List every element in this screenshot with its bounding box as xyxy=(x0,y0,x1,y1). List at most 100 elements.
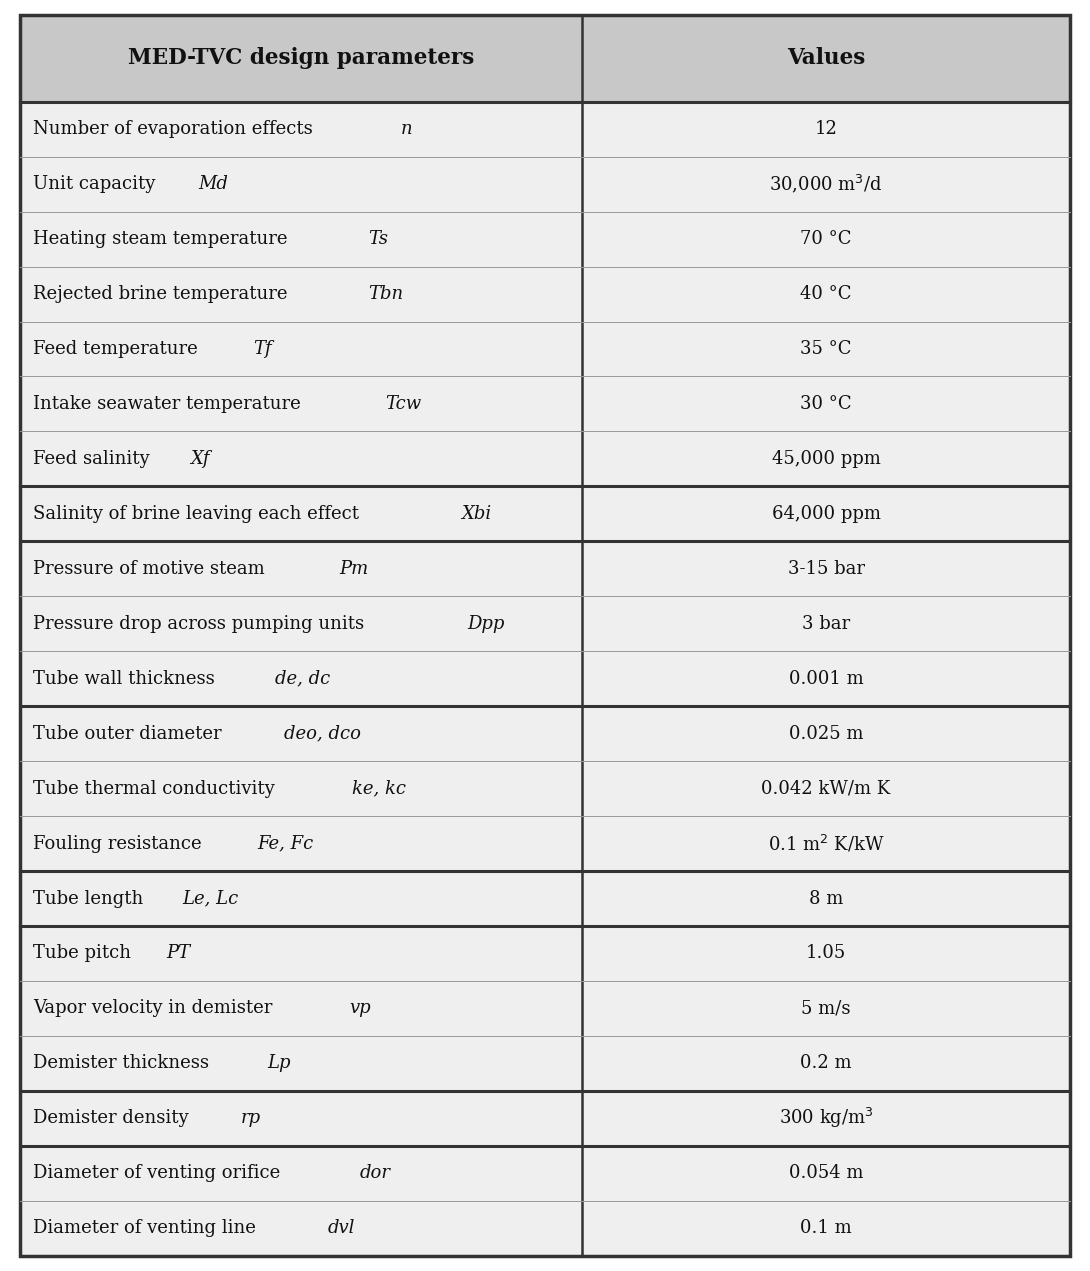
Text: Tf: Tf xyxy=(253,339,271,358)
Text: Unit capacity: Unit capacity xyxy=(33,175,161,193)
Text: 0.2 m: 0.2 m xyxy=(800,1055,852,1073)
Text: Rejected brine temperature: Rejected brine temperature xyxy=(33,285,293,302)
Bar xyxy=(582,1201,1070,1256)
Text: PT: PT xyxy=(167,944,191,962)
Bar xyxy=(582,816,1070,871)
Text: 0.1 m$^2$ K/kW: 0.1 m$^2$ K/kW xyxy=(767,833,884,854)
Bar xyxy=(582,322,1070,376)
Bar xyxy=(20,1146,582,1201)
Text: Md: Md xyxy=(198,175,228,193)
Text: 5 m/s: 5 m/s xyxy=(801,999,851,1018)
Bar xyxy=(582,376,1070,431)
Text: 0.054 m: 0.054 m xyxy=(789,1164,863,1182)
Text: Dpp: Dpp xyxy=(468,615,505,633)
Text: n: n xyxy=(401,121,413,139)
Text: 30 °C: 30 °C xyxy=(800,395,852,413)
Bar xyxy=(20,651,582,707)
Bar xyxy=(582,651,1070,707)
Text: 12: 12 xyxy=(814,121,837,139)
Bar xyxy=(20,1091,582,1146)
Text: 0.1 m: 0.1 m xyxy=(800,1219,852,1237)
Text: Tube length: Tube length xyxy=(33,890,148,907)
Bar xyxy=(20,431,582,487)
Text: 0.001 m: 0.001 m xyxy=(789,670,863,688)
Text: Feed salinity: Feed salinity xyxy=(33,450,155,468)
Text: Tube outer diameter: Tube outer diameter xyxy=(33,724,227,742)
Text: Demister thickness: Demister thickness xyxy=(33,1055,215,1073)
Text: Fe, Fc: Fe, Fc xyxy=(257,835,314,853)
Bar xyxy=(20,761,582,816)
Bar xyxy=(582,1091,1070,1146)
Text: 0.025 m: 0.025 m xyxy=(789,724,863,742)
Bar xyxy=(582,871,1070,927)
Bar xyxy=(20,541,582,596)
Text: 3-15 bar: 3-15 bar xyxy=(788,559,864,578)
Bar xyxy=(20,596,582,651)
Bar xyxy=(582,1036,1070,1091)
Bar xyxy=(582,211,1070,267)
Text: rp: rp xyxy=(241,1110,261,1127)
Text: 0.042 kW/m K: 0.042 kW/m K xyxy=(762,779,891,798)
Bar xyxy=(582,267,1070,322)
Bar xyxy=(20,927,582,981)
Text: de, dc: de, dc xyxy=(275,670,330,688)
Text: Pm: Pm xyxy=(339,559,368,578)
Bar xyxy=(20,707,582,761)
Bar xyxy=(20,211,582,267)
Text: Le, Lc: Le, Lc xyxy=(182,890,239,907)
Text: Pressure drop across pumping units: Pressure drop across pumping units xyxy=(33,615,370,633)
Bar xyxy=(20,267,582,322)
Text: Vapor velocity in demister: Vapor velocity in demister xyxy=(33,999,278,1018)
Bar xyxy=(20,871,582,927)
Text: dor: dor xyxy=(359,1164,390,1182)
Text: 3 bar: 3 bar xyxy=(802,615,850,633)
Text: Feed temperature: Feed temperature xyxy=(33,339,203,358)
Bar xyxy=(582,927,1070,981)
Text: Pressure of motive steam: Pressure of motive steam xyxy=(33,559,270,578)
Bar xyxy=(20,102,582,156)
Text: 30,000 m$^3$/d: 30,000 m$^3$/d xyxy=(770,173,883,196)
Text: Xf: Xf xyxy=(191,450,210,468)
Text: vp: vp xyxy=(349,999,371,1018)
Bar xyxy=(20,487,582,541)
Text: Fouling resistance: Fouling resistance xyxy=(33,835,207,853)
Text: 35 °C: 35 °C xyxy=(800,339,851,358)
Text: MED-TVC design parameters: MED-TVC design parameters xyxy=(128,47,474,70)
Text: 300 kg/m$^3$: 300 kg/m$^3$ xyxy=(778,1106,873,1130)
Bar xyxy=(582,102,1070,156)
Text: Tube thermal conductivity: Tube thermal conductivity xyxy=(33,779,280,798)
Text: Tube wall thickness: Tube wall thickness xyxy=(33,670,220,688)
Text: Xbi: Xbi xyxy=(461,505,490,522)
Bar xyxy=(20,816,582,871)
Bar xyxy=(582,761,1070,816)
Text: Diameter of venting orifice: Diameter of venting orifice xyxy=(33,1164,286,1182)
Bar xyxy=(582,431,1070,487)
Text: Values: Values xyxy=(787,47,865,70)
Text: Lp: Lp xyxy=(267,1055,291,1073)
Bar xyxy=(20,1201,582,1256)
Text: Ts: Ts xyxy=(368,230,388,248)
Bar xyxy=(582,541,1070,596)
Bar xyxy=(582,596,1070,651)
Text: Tube pitch: Tube pitch xyxy=(33,944,136,962)
Text: Tbn: Tbn xyxy=(368,285,403,302)
Bar xyxy=(20,1036,582,1091)
Text: Number of evaporation effects: Number of evaporation effects xyxy=(33,121,318,139)
Text: Intake seawater temperature: Intake seawater temperature xyxy=(33,395,306,413)
Bar xyxy=(20,981,582,1036)
Bar xyxy=(582,707,1070,761)
Text: ke, kc: ke, kc xyxy=(352,779,407,798)
Text: 1.05: 1.05 xyxy=(806,944,846,962)
Text: 64,000 ppm: 64,000 ppm xyxy=(772,505,881,522)
Text: 70 °C: 70 °C xyxy=(800,230,851,248)
Text: Tcw: Tcw xyxy=(386,395,422,413)
Bar xyxy=(582,487,1070,541)
Text: Salinity of brine leaving each effect: Salinity of brine leaving each effect xyxy=(33,505,364,522)
Text: Diameter of venting line: Diameter of venting line xyxy=(33,1219,262,1237)
Text: Demister density: Demister density xyxy=(33,1110,194,1127)
Bar xyxy=(582,1146,1070,1201)
Bar xyxy=(20,322,582,376)
Bar xyxy=(582,981,1070,1036)
Text: dvl: dvl xyxy=(328,1219,355,1237)
Text: Heating steam temperature: Heating steam temperature xyxy=(33,230,293,248)
